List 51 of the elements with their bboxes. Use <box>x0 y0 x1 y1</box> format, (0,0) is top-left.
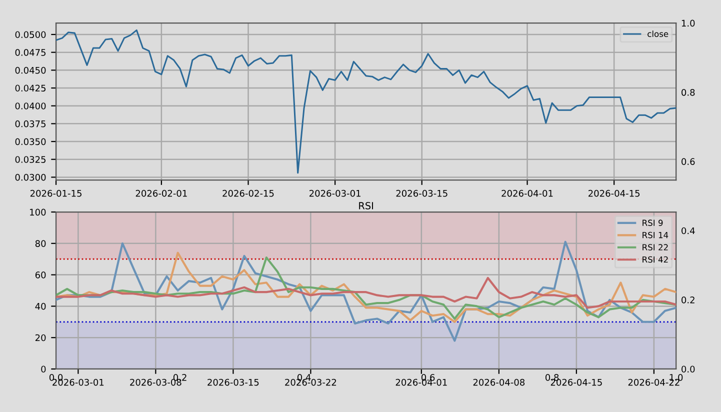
x-tick-label: 2026-04-15 <box>588 190 640 197</box>
y-tick-label: 0.0450 <box>15 66 46 74</box>
line-series <box>56 29 676 174</box>
x-tick-label: 0.0 <box>49 374 63 381</box>
y-tick-label: 0.0325 <box>15 156 46 163</box>
y-tick-label: 0.0425 <box>15 84 46 92</box>
x-tick-label: 0.8 <box>545 374 559 381</box>
x-tick-label: 2026-04-08 <box>473 378 525 386</box>
y-tick-label: 20 <box>35 334 46 342</box>
x-tick-label: 0.2 <box>173 374 186 381</box>
y-tick-label: 0.0350 <box>15 138 46 146</box>
legend-label: RSI 42 <box>642 256 668 263</box>
legend-label: close <box>648 30 668 38</box>
y-tick-label: 0.0 <box>682 366 695 373</box>
y-tick-label: 80 <box>35 240 46 247</box>
y-tick-label: 0.0400 <box>15 102 46 110</box>
x-tick-label: 2026-03-01 <box>52 378 104 386</box>
x-tick-label: 2026-02-15 <box>222 190 274 197</box>
y-tick-label: 60 <box>35 272 46 278</box>
y-tick-label: 0 <box>41 366 46 373</box>
x-tick-label: 2026-03-15 <box>396 190 448 197</box>
chart-title: RSI <box>359 202 373 210</box>
x-tick-label: 2026-04-15 <box>550 378 602 386</box>
x-tick-label: 2026-03-15 <box>208 378 259 386</box>
x-tick-label: 1.0 <box>670 374 683 381</box>
legend-label: RSI 22 <box>642 244 668 250</box>
y-tick-label: 0.0500 <box>15 31 46 38</box>
x-tick-label: 2026-04-22 <box>628 378 680 386</box>
legend-label: RSI 14 <box>642 232 668 238</box>
y-tick-label: 0.6 <box>682 158 695 165</box>
x-tick-label: 2026-02-01 <box>136 190 187 197</box>
x-tick-label: 2026-03-08 <box>130 378 182 386</box>
y-tick-label: 100 <box>30 208 46 216</box>
y-tick-label: 0.2 <box>682 296 694 304</box>
x-tick-label: 2026-01-15 <box>30 190 82 197</box>
line-series <box>56 240 676 342</box>
y-tick-label: 0.4 <box>682 227 695 234</box>
y-tick-label: 0.8 <box>682 88 695 96</box>
x-tick-label: 2026-04-01 <box>502 190 553 197</box>
y-tick-label: 40 <box>35 302 46 310</box>
y-tick-label: 1.0 <box>682 20 695 27</box>
legend-label: RSI 9 <box>642 220 663 226</box>
x-tick-label: 0.6 <box>421 374 435 381</box>
line-series <box>56 276 676 309</box>
x-tick-label: 2026-03-01 <box>309 190 360 197</box>
y-tick-label: 0.0300 <box>15 174 46 181</box>
y-tick-label: 0.0475 <box>15 49 46 56</box>
x-tick-label: 2026-03-22 <box>285 378 336 386</box>
x-tick-label: 0.4 <box>297 374 311 381</box>
x-tick-label: 2026-04-01 <box>396 378 447 386</box>
y-tick-label: 0.0375 <box>15 120 46 128</box>
